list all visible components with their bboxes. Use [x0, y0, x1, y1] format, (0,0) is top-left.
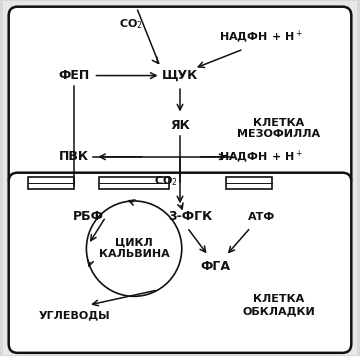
Bar: [226, 177, 272, 189]
Text: АТФ: АТФ: [248, 212, 275, 222]
Text: КЛЕТКА
МЕЗОФИЛЛА: КЛЕТКА МЕЗОФИЛЛА: [237, 118, 320, 139]
Text: ЯК: ЯК: [170, 119, 190, 131]
Text: НАДФН + Н$^+$: НАДФН + Н$^+$: [219, 28, 303, 45]
Text: НАДФН + Н$^+$: НАДФН + Н$^+$: [219, 148, 303, 165]
Text: ФЕП: ФЕП: [58, 69, 90, 82]
FancyBboxPatch shape: [9, 173, 351, 353]
Text: CO$_2$: CO$_2$: [118, 17, 143, 31]
Text: ФГА: ФГА: [200, 260, 230, 273]
Text: ЦИКЛ
КАЛЬВИНА: ЦИКЛ КАЛЬВИНА: [99, 238, 170, 260]
Text: КЛЕТКА
ОБКЛАДКИ: КЛЕТКА ОБКЛАДКИ: [243, 294, 315, 316]
Text: CO$_2$: CO$_2$: [154, 175, 178, 188]
Text: ПВК: ПВК: [59, 150, 89, 163]
Bar: [28, 177, 74, 189]
Text: 3-ФГК: 3-ФГК: [168, 210, 213, 223]
Text: УГЛЕВОДЫ: УГЛЕВОДЫ: [38, 311, 110, 321]
FancyBboxPatch shape: [9, 7, 351, 187]
Text: РБФ: РБФ: [73, 210, 104, 223]
Bar: [99, 177, 170, 189]
Text: ЩУК: ЩУК: [162, 69, 198, 82]
